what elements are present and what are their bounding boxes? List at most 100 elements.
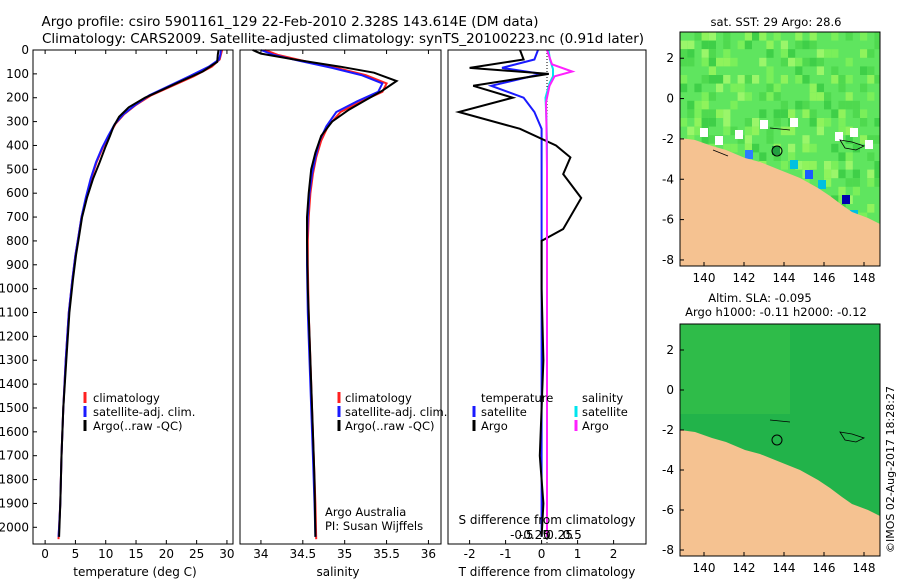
legend-climatology-label: climatology — [93, 391, 160, 405]
sst-special-cell — [790, 160, 798, 169]
sst-cell — [752, 75, 760, 84]
sst-cell — [816, 66, 824, 75]
sst-cell — [694, 126, 702, 136]
sst-cell — [694, 109, 702, 118]
sst-cell — [723, 143, 731, 153]
sst-cell — [874, 75, 880, 84]
sst-cell — [759, 32, 767, 41]
s-tick-label: 0 — [543, 528, 551, 542]
sst-cell — [687, 40, 695, 50]
sst-cell — [831, 49, 839, 58]
legend-argo-label: Argo(..raw -QC) — [93, 419, 183, 433]
sst-cell — [824, 49, 832, 58]
sst-cell — [780, 109, 788, 118]
x-tick-label: 35.5 — [373, 547, 400, 561]
salinity-panel: 34 34.5 35 35.5 36 salinity climatology sate… — [239, 49, 447, 579]
y-tick-label: 2000 — [0, 520, 29, 534]
sst-cell — [874, 161, 880, 170]
x-tick-label: 15 — [128, 547, 143, 561]
lon-tick-label: 144 — [773, 271, 796, 285]
sst-cell — [730, 83, 738, 93]
sst-cell — [759, 152, 767, 161]
sst-special-cell — [715, 136, 723, 145]
sst-cell — [860, 118, 868, 127]
sst-map-ticks: 140 142 144 146 148 2 0 -2 -4 -6 -8 — [662, 51, 875, 285]
lat-tick-label: -4 — [662, 463, 674, 477]
sst-coast-detail — [712, 127, 866, 157]
sst-cell — [780, 126, 788, 136]
sst-cell — [845, 92, 853, 101]
sst-cell — [802, 100, 810, 110]
series-line-argo-raw-qc- — [58, 49, 220, 537]
sst-cell — [701, 135, 709, 144]
sst-cell — [809, 40, 817, 50]
figure-title-line2: Climatology: CARS2009. Satellite-adjuste… — [42, 31, 644, 47]
sst-cell — [680, 49, 688, 58]
sst-cell — [788, 49, 796, 58]
sst-cell — [809, 92, 817, 101]
sst-cell — [845, 126, 853, 136]
legend-climatology-label: climatology — [345, 391, 412, 405]
x-tick-label: 2 — [610, 547, 618, 561]
sst-cell — [752, 143, 760, 153]
lat-tick-label: -2 — [662, 423, 674, 437]
y-tick-label: 300 — [6, 115, 29, 129]
sst-cell — [860, 32, 868, 41]
lon-tick-label: 140 — [693, 561, 716, 575]
s-tick-label: 0.25 — [546, 528, 573, 542]
sst-cell — [788, 109, 796, 118]
sst-cell — [860, 135, 868, 144]
sst-cell — [708, 40, 716, 50]
temperature-xlabel: temperature (deg C) — [73, 565, 196, 579]
sst-cell — [816, 57, 824, 67]
sst-cell — [780, 40, 788, 50]
sst-cell — [838, 109, 846, 118]
sst-cell — [737, 40, 745, 50]
sst-cell — [831, 66, 839, 75]
lon-tick-label: 142 — [733, 561, 756, 575]
sst-cell — [744, 126, 752, 136]
sst-special-cell — [835, 132, 843, 141]
sst-cell — [737, 75, 745, 84]
x-tick-label: 10 — [98, 547, 113, 561]
sla-ocean-shade — [680, 324, 790, 414]
sst-land-mass — [680, 138, 880, 266]
sst-cell — [838, 186, 846, 196]
sst-cell — [694, 83, 702, 93]
diff-line-temperature-argo — [454, 49, 583, 537]
sst-cell — [802, 40, 810, 50]
y-tick-label: 900 — [6, 258, 29, 272]
sla-map-panel: Altim. SLA: -0.095 Argo h1000: -0.11 h20… — [662, 291, 881, 575]
x-tick-label: 1 — [574, 547, 582, 561]
sst-special-cell — [735, 130, 743, 139]
sst-cell — [795, 57, 803, 67]
figure-title-line1: Argo profile: csiro 5901161_129 22-Feb-2… — [42, 14, 539, 30]
legend-argo-label: Argo(..raw -QC) — [345, 419, 435, 433]
sst-cell — [795, 66, 803, 75]
sst-cell — [723, 126, 731, 136]
y-tick-label: 400 — [6, 138, 29, 152]
sst-cell — [701, 40, 709, 50]
sst-special-cell — [850, 128, 858, 137]
sla-argo-marker — [771, 434, 783, 446]
sst-cell — [852, 186, 860, 196]
y-tick-label: 800 — [6, 234, 29, 248]
sst-cell — [780, 75, 788, 84]
lon-tick-label: 148 — [853, 561, 876, 575]
sst-cell — [809, 143, 817, 153]
salinity-xlabel: salinity — [316, 565, 359, 579]
sst-cell — [874, 40, 880, 50]
depth-ticks: 0 100 200 300 400 500 600 700 800 900 1000 1100 1200… — [0, 43, 37, 534]
sst-cell — [716, 109, 724, 118]
sst-cell — [723, 32, 731, 41]
sst-cell — [824, 178, 832, 187]
series-line-satellite-adj-clim- — [260, 49, 384, 537]
sst-cell — [874, 135, 880, 144]
sst-cell — [845, 178, 853, 187]
y-tick-label: 1800 — [0, 473, 29, 487]
y-tick-label: 600 — [6, 186, 29, 200]
sst-cell — [694, 32, 702, 41]
lat-tick-label: 0 — [666, 92, 674, 106]
difference-axes — [447, 49, 647, 545]
sst-cell — [780, 49, 788, 58]
